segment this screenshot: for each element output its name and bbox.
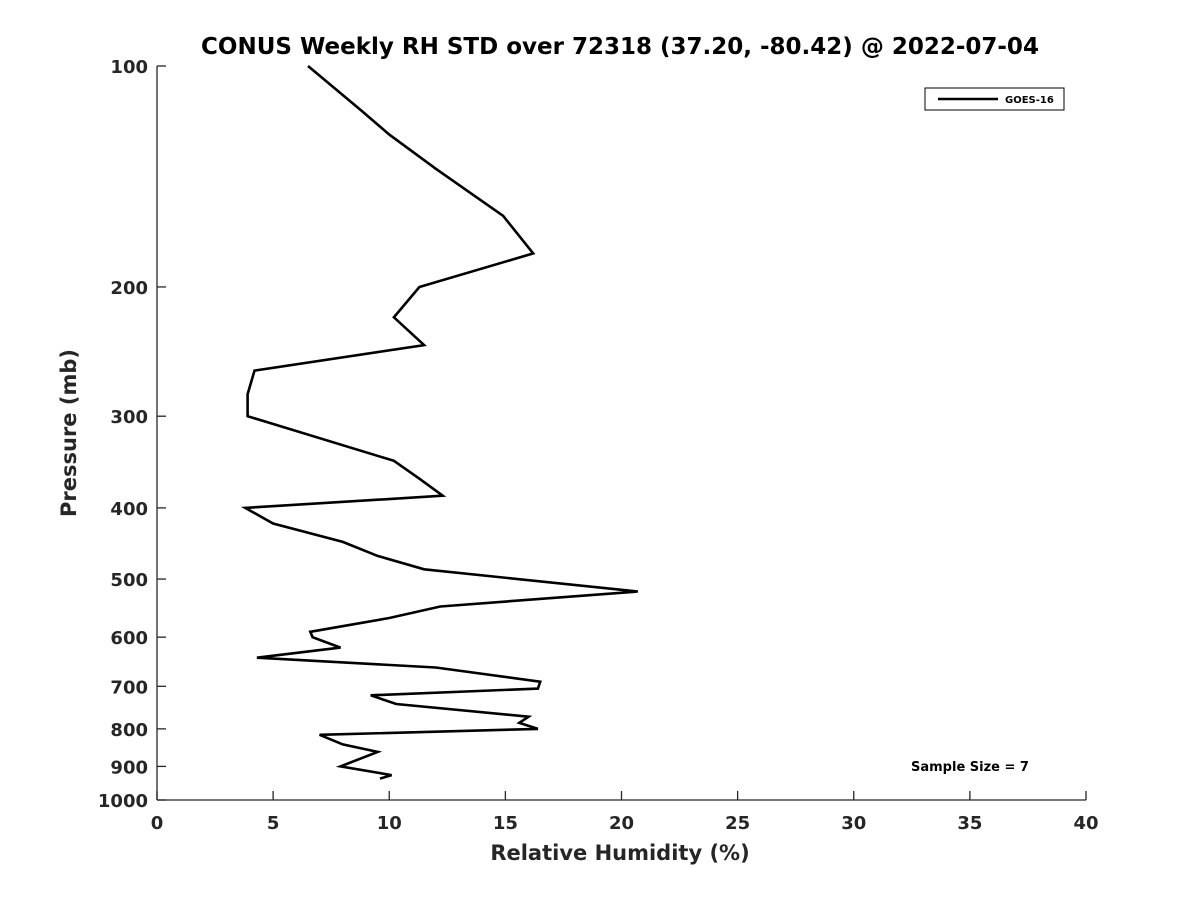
x-tick-label: 5 [267,813,280,834]
chart-title: CONUS Weekly RH STD over 72318 (37.20, -… [201,34,1039,60]
x-tick-label: 25 [725,813,750,834]
y-axis-label: Pressure (mb) [57,349,81,517]
y-tick-label: 100 [110,57,148,78]
y-tick-label: 400 [110,499,148,520]
x-axis-ticks: 0 5 10 15 20 25 30 35 40 [151,791,1099,834]
x-tick-label: 10 [377,813,402,834]
x-tick-label: 15 [493,813,518,834]
y-tick-label: 800 [110,720,148,741]
y-tick-label: 700 [110,677,148,698]
x-tick-label: 0 [151,813,164,834]
x-tick-label: 30 [841,813,866,834]
y-tick-label: 900 [110,757,148,778]
x-tick-label: 35 [957,813,982,834]
y-tick-label: 200 [110,278,148,299]
x-axis-label: Relative Humidity (%) [490,841,749,865]
y-axis-ticks: 100 200 300 400 500 600 700 800 900 1000 [98,57,166,812]
legend: GOES-16 [924,87,1065,111]
y-tick-label: 500 [110,570,148,591]
y-tick-label: 600 [110,628,148,649]
y-tick-label: 1000 [98,791,148,812]
sample-size-annotation: Sample Size = 7 [911,760,1029,775]
x-tick-label: 40 [1073,813,1098,834]
legend-entry-goes-16: GOES-16 [1005,95,1054,106]
y-tick-label: 300 [110,407,148,428]
series-line-goes-16 [240,65,638,780]
x-tick-label: 20 [609,813,634,834]
